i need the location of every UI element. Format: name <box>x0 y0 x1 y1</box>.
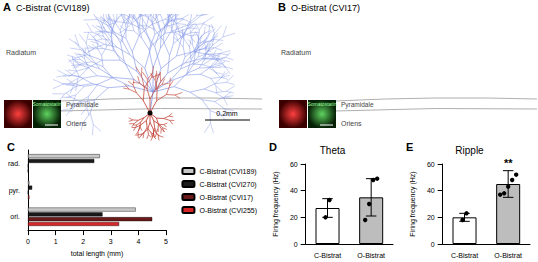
svg-text:pyr.: pyr. <box>9 187 20 195</box>
svg-text:Firing frequency (Hz): Firing frequency (Hz) <box>409 171 417 236</box>
svg-text:60: 60 <box>427 161 435 168</box>
svg-text:4: 4 <box>136 238 140 245</box>
svg-text:Pyramidale: Pyramidale <box>341 101 374 109</box>
svg-text:Radiatum: Radiatum <box>281 49 311 56</box>
svg-text:20: 20 <box>427 214 435 221</box>
svg-text:0.2mm: 0.2mm <box>216 110 238 117</box>
svg-text:0: 0 <box>26 238 30 245</box>
svg-text:Theta: Theta <box>320 145 346 156</box>
svg-text:O-Bistrat: O-Bistrat <box>494 252 522 259</box>
svg-text:ori.: ori. <box>10 213 20 220</box>
svg-text:C-Bistrat (CVI189): C-Bistrat (CVI189) <box>199 168 256 176</box>
svg-text:Somatostatin: Somatostatin <box>32 101 61 107</box>
svg-text:Pyramidale: Pyramidale <box>66 101 99 109</box>
svg-text:O-Bistrat (CVI255): O-Bistrat (CVI255) <box>199 207 257 215</box>
svg-text:rad.: rad. <box>8 160 20 167</box>
svg-text:total length (mm): total length (mm) <box>71 250 124 258</box>
svg-text:Firing frequency (Hz): Firing frequency (Hz) <box>272 171 280 236</box>
svg-text:C-Bistrat (CVI189): C-Bistrat (CVI189) <box>16 3 90 13</box>
svg-text:Oriens: Oriens <box>341 120 362 127</box>
svg-text:C: C <box>7 141 15 153</box>
svg-text:C-Bistrat: C-Bistrat <box>314 252 341 259</box>
svg-text:Ripple: Ripple <box>455 145 484 156</box>
svg-text:60: 60 <box>290 161 298 168</box>
svg-text:C-Bistrat: C-Bistrat <box>451 252 478 259</box>
svg-text:0: 0 <box>431 241 435 248</box>
svg-text:D: D <box>269 141 277 153</box>
svg-text:Radiatum: Radiatum <box>6 49 36 56</box>
svg-text:**: ** <box>504 157 513 169</box>
svg-text:40: 40 <box>427 187 435 194</box>
svg-text:3: 3 <box>109 238 113 245</box>
svg-text:A: A <box>3 1 11 13</box>
svg-text:C-Bistrat (CVI270): C-Bistrat (CVI270) <box>199 181 256 189</box>
svg-text:O-Bistrat (CVI17): O-Bistrat (CVI17) <box>291 3 360 13</box>
svg-text:5: 5 <box>164 238 168 245</box>
svg-text:1: 1 <box>54 238 58 245</box>
svg-text:40: 40 <box>290 187 298 194</box>
svg-text:E: E <box>406 141 413 153</box>
svg-text:B: B <box>278 1 286 13</box>
svg-text:20: 20 <box>290 214 298 221</box>
svg-text:Oriens: Oriens <box>66 120 87 127</box>
svg-text:0: 0 <box>294 241 298 248</box>
svg-text:O-Bistrat: O-Bistrat <box>357 252 385 259</box>
svg-text:Somatostatin: Somatostatin <box>307 101 336 107</box>
svg-text:O-Bistrat (CVI17): O-Bistrat (CVI17) <box>199 194 253 202</box>
svg-text:2: 2 <box>81 238 85 245</box>
